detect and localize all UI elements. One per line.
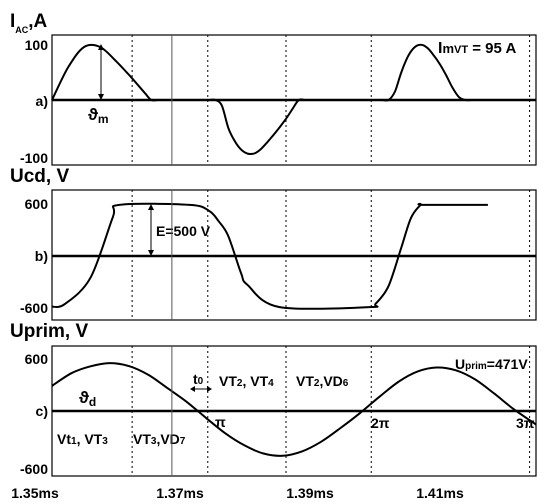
panel-b-title: Ucd, V xyxy=(10,166,69,187)
x-tick-label: 1.35ms xyxy=(11,485,59,501)
phase-markers xyxy=(131,35,531,476)
uprim-annotation: Uprim=471V xyxy=(455,356,528,372)
theta-m-annotation: ϑm xyxy=(88,105,109,126)
im-vt-annotation: ImVT = 95 A xyxy=(438,40,516,57)
panel-c: Uprim, V 600 c) -600 Uprim=471V ϑd t0 π … xyxy=(10,321,537,477)
vt1-vt3-annotation: Vt1, VT3 xyxy=(57,431,108,447)
x-tick-label: 1.39ms xyxy=(286,485,334,501)
panel-a-title: IAC,A xyxy=(10,11,48,35)
panel-c-label: c) xyxy=(36,403,48,419)
panel-c-ytick-max: 600 xyxy=(25,351,49,367)
panel-a: IAC,A 100 a) -100 ϑm ImVT = 95 A xyxy=(10,11,537,166)
t0-arrow-head-left xyxy=(190,386,195,392)
e-arrow-head-bottom xyxy=(148,250,154,256)
vt2-vt4-annotation: VT2, VT4 xyxy=(219,373,274,389)
pi-label: π xyxy=(215,414,226,430)
panel-c-ytick-min: -600 xyxy=(20,461,48,477)
t0-annotation: t0 xyxy=(193,371,204,387)
panel-b-series-line xyxy=(51,202,488,310)
panel-a-series-line xyxy=(51,43,536,156)
two-pi-label: 2π xyxy=(371,415,390,431)
e-annotation: E=500 V xyxy=(156,223,211,239)
x-tick-label: 1.37ms xyxy=(156,485,204,501)
panel-a-ytick-max: 100 xyxy=(25,37,49,53)
panel-c-series-line xyxy=(51,362,537,457)
x-tick-label: 1.41ms xyxy=(416,485,464,501)
panel-b-ytick-min: -600 xyxy=(20,300,48,316)
panel-b-label: b) xyxy=(35,248,48,264)
vt3-vd7-annotation: VT3,VD7 xyxy=(133,431,186,447)
panel-a-label: a) xyxy=(36,93,48,109)
panel-c-title: Uprim, V xyxy=(10,321,88,342)
theta-d-annotation: ϑd xyxy=(79,388,96,409)
theta-m-arrow-head-top xyxy=(98,44,104,50)
panel-b-ytick-max: 600 xyxy=(25,196,49,212)
three-pi-label: 3π xyxy=(516,415,535,431)
panel-a-ytick-min: -100 xyxy=(20,150,48,166)
panel-b: Ucd, V 600 b) -600 E=500 V xyxy=(10,166,537,321)
theta-m-arrow-head-bottom xyxy=(98,94,104,100)
vt2-vd6-annotation: VT2,VD6 xyxy=(296,373,349,389)
e-arrow-head-top xyxy=(148,204,154,210)
x-axis: 1.35ms 1.37ms 1.39ms 1.41ms xyxy=(11,485,464,501)
